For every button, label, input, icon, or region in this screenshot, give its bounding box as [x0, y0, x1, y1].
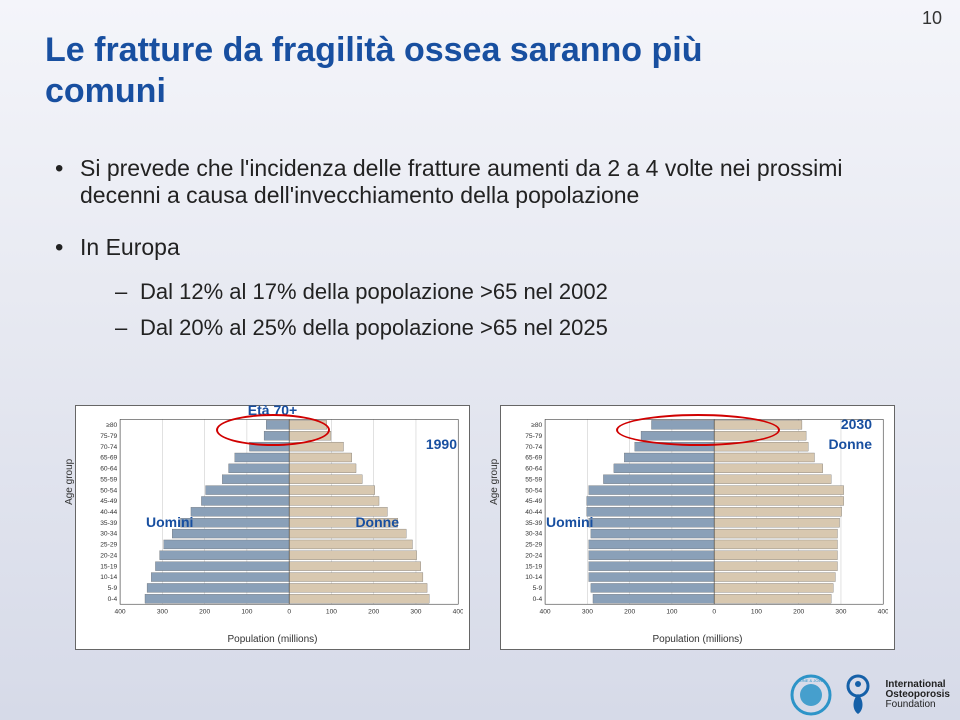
svg-text:65-69: 65-69 — [525, 455, 542, 462]
svg-text:45-49: 45-49 — [525, 498, 542, 505]
pyramid-row: Età 70+ 400 300 200 100 0 100 200 300 400 ≥80 75-7… — [75, 405, 895, 650]
label-uomini-2030: Uomini — [546, 514, 593, 530]
svg-text:300: 300 — [582, 609, 593, 616]
svg-text:300: 300 — [835, 609, 846, 616]
svg-text:25-29: 25-29 — [100, 542, 117, 549]
svg-text:10-14: 10-14 — [525, 574, 542, 581]
svg-text:5-9: 5-9 — [533, 585, 543, 592]
svg-text:70-74: 70-74 — [525, 444, 542, 451]
svg-text:55-59: 55-59 — [525, 476, 542, 483]
svg-text:≥80: ≥80 — [531, 422, 542, 429]
svg-text:50-54: 50-54 — [525, 487, 542, 494]
svg-text:65-69: 65-69 — [100, 455, 117, 462]
svg-text:0-4: 0-4 — [533, 596, 543, 603]
svg-text:55-59: 55-59 — [100, 476, 117, 483]
svg-text:100: 100 — [666, 609, 677, 616]
pyramid-2030: 400 300 200 100 0 100 200 300 400 ≥80 75-79 70-74 65… — [500, 405, 895, 650]
svg-text:10-14: 10-14 — [100, 574, 117, 581]
slide-root: { "page_number": "10", "title": "Le frat… — [0, 0, 960, 720]
svg-text:75-79: 75-79 — [525, 433, 542, 440]
xlabel-1990: Population (millions) — [76, 634, 469, 645]
svg-text:5-9: 5-9 — [108, 585, 118, 592]
svg-text:15-19: 15-19 — [525, 563, 542, 570]
label-uomini-1990: Uomini — [146, 514, 193, 530]
svg-text:300: 300 — [410, 609, 421, 616]
svg-text:45-49: 45-49 — [100, 498, 117, 505]
label-donne-1990: Donne — [355, 514, 399, 530]
svg-text:400: 400 — [453, 609, 463, 616]
xlabel-2030: Population (millions) — [501, 634, 894, 645]
svg-text:15-19: 15-19 — [100, 563, 117, 570]
svg-text:200: 200 — [624, 609, 635, 616]
pyramid-1990-chart: 400 300 200 100 0 100 200 300 400 ≥80 75-79 70-74 65… — [82, 412, 463, 625]
svg-text:75-79: 75-79 — [100, 433, 117, 440]
iof-logo-icon — [842, 674, 876, 716]
svg-text:0-4: 0-4 — [108, 596, 118, 603]
ylabel-1990: Age group — [64, 458, 75, 504]
svg-text:60-64: 60-64 — [525, 466, 542, 473]
svg-text:60-64: 60-64 — [100, 466, 117, 473]
body-text: Si prevede che l'incidenza delle frattur… — [55, 155, 885, 366]
footer-text: International Osteoporosis Foundation — [886, 680, 950, 710]
svg-text:≥80: ≥80 — [106, 422, 117, 429]
svg-text:0: 0 — [287, 609, 291, 616]
bullet-2-2: Dal 20% al 25% della popolazione >65 nel… — [140, 315, 608, 340]
svg-text:100: 100 — [241, 609, 252, 616]
svg-text:200: 200 — [368, 609, 379, 616]
svg-text:30-34: 30-34 — [525, 531, 542, 538]
bullet-2: In Europa — [80, 234, 180, 260]
svg-text:100: 100 — [326, 609, 337, 616]
svg-text:50-54: 50-54 — [100, 487, 117, 494]
footer-logos: BONE & JOINT International Osteoporosis … — [790, 674, 950, 716]
label-donne-2030: Donne — [828, 436, 872, 452]
footer-line3: Foundation — [886, 700, 950, 710]
svg-text:400: 400 — [878, 609, 888, 616]
bjd-seal-icon: BONE & JOINT — [790, 674, 832, 716]
bullet-2-1: Dal 12% al 17% della popolazione >65 nel… — [140, 279, 608, 304]
label-year-2030: 2030 — [841, 416, 872, 432]
pyramid-1990: Età 70+ 400 300 200 100 0 100 200 300 400 ≥80 75-7… — [75, 405, 470, 650]
svg-text:0: 0 — [712, 609, 716, 616]
top-label-eta70: Età 70+ — [248, 402, 297, 418]
bullet-1: Si prevede che l'incidenza delle frattur… — [80, 155, 843, 208]
svg-text:400: 400 — [540, 609, 551, 616]
svg-text:100: 100 — [751, 609, 762, 616]
svg-text:70-74: 70-74 — [100, 444, 117, 451]
svg-text:40-44: 40-44 — [525, 509, 542, 516]
slide-title: Le fratture da fragilità ossea saranno p… — [45, 30, 825, 112]
svg-text:300: 300 — [157, 609, 168, 616]
svg-text:30-34: 30-34 — [100, 531, 117, 538]
ylabel-2030: Age group — [489, 458, 500, 504]
page-number: 10 — [922, 8, 942, 29]
svg-text:25-29: 25-29 — [525, 542, 542, 549]
svg-text:200: 200 — [199, 609, 210, 616]
svg-text:35-39: 35-39 — [100, 520, 117, 527]
svg-text:BONE & JOINT: BONE & JOINT — [797, 678, 825, 683]
label-year-1990: 1990 — [426, 436, 457, 452]
svg-text:40-44: 40-44 — [100, 509, 117, 516]
svg-text:200: 200 — [793, 609, 804, 616]
svg-text:400: 400 — [115, 609, 126, 616]
svg-text:35-39: 35-39 — [525, 520, 542, 527]
svg-text:20-24: 20-24 — [525, 552, 542, 559]
svg-text:20-24: 20-24 — [100, 552, 117, 559]
